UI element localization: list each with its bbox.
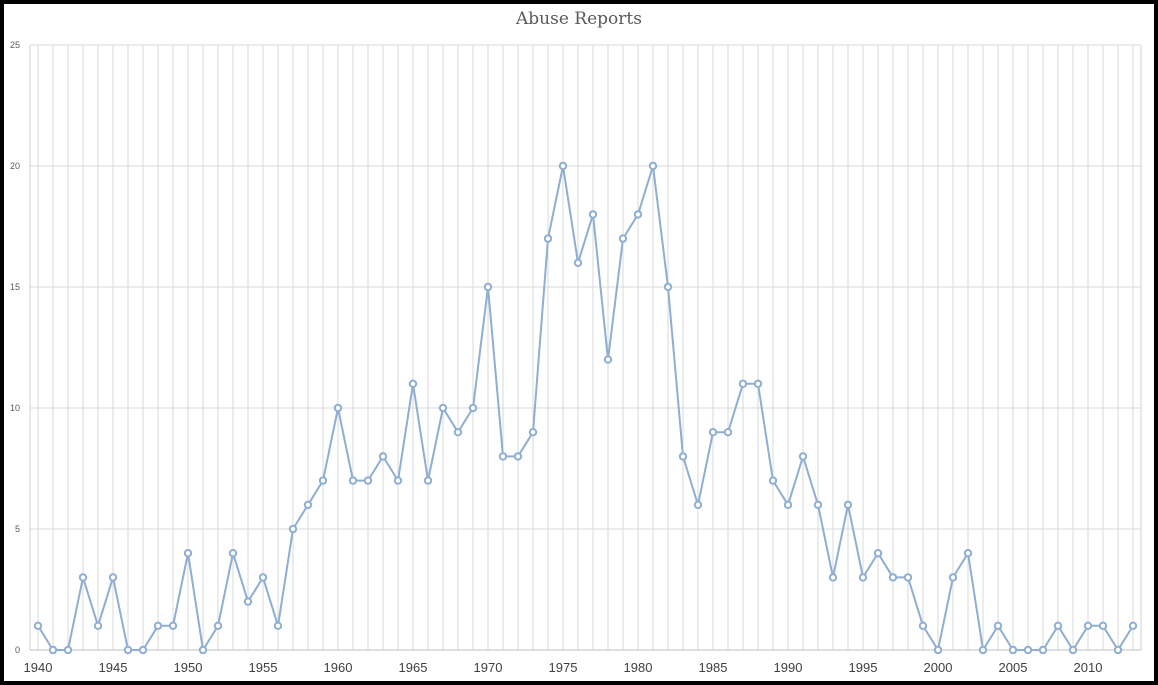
data-point	[153, 621, 163, 630]
data-point	[78, 573, 88, 582]
x-tick-label: 2005	[999, 660, 1028, 675]
data-point	[333, 403, 343, 413]
data-point	[303, 500, 313, 509]
data-point	[1008, 645, 1018, 655]
data-point	[663, 282, 673, 292]
data-point	[288, 524, 298, 534]
data-point	[48, 645, 58, 655]
data-point	[363, 476, 373, 485]
series-line	[37, 165, 1134, 651]
y-tick-label: 5	[15, 524, 20, 534]
x-tick-label: 1940	[24, 660, 53, 675]
chart-title: Abuse Reports	[516, 9, 642, 29]
data-point	[933, 645, 943, 655]
x-tick-label: 1995	[849, 660, 878, 675]
data-point	[903, 573, 913, 582]
y-tick-label: 25	[10, 40, 20, 50]
data-point	[963, 549, 973, 558]
data-point	[918, 621, 928, 630]
data-point	[798, 452, 808, 461]
data-point	[768, 476, 778, 485]
data-point	[33, 621, 43, 630]
data-point	[378, 452, 388, 461]
x-tick-label: 1990	[774, 660, 803, 675]
data-point	[138, 645, 148, 655]
data-point	[873, 549, 883, 558]
data-point	[528, 428, 538, 437]
data-point	[243, 597, 253, 606]
x-tick-label: 1965	[399, 660, 428, 675]
data-point	[123, 645, 133, 655]
data-point	[588, 210, 598, 219]
data-point	[453, 428, 463, 437]
data-point	[258, 573, 268, 582]
data-point	[858, 573, 868, 582]
x-tick-label: 1970	[474, 660, 503, 675]
y-tick-label: 15	[10, 282, 20, 292]
data-point	[63, 645, 73, 655]
x-tick-label: 1950	[174, 660, 203, 675]
data-point	[993, 621, 1003, 630]
data-point	[723, 428, 733, 437]
x-tick-label: 1980	[624, 660, 653, 675]
data-point	[438, 403, 448, 413]
x-tick-label: 1955	[249, 660, 278, 675]
data-point	[573, 258, 583, 267]
data-point	[978, 645, 988, 655]
x-tick-label: 1945	[99, 660, 128, 675]
data-point	[183, 549, 193, 558]
data-point	[888, 573, 898, 582]
data-point	[1038, 645, 1048, 655]
data-point	[783, 500, 793, 509]
data-point	[633, 210, 643, 219]
data-point	[213, 621, 223, 630]
data-point	[543, 234, 553, 243]
data-point	[813, 500, 823, 509]
x-tick-label: 1975	[549, 660, 578, 675]
x-tick-label: 2000	[924, 660, 953, 675]
data-point	[1128, 621, 1138, 630]
data-point	[603, 355, 613, 364]
data-point	[198, 645, 208, 655]
data-point	[648, 161, 658, 171]
data-point	[708, 428, 718, 437]
y-tick-label: 0	[15, 645, 20, 655]
x-tick-label: 2010	[1074, 660, 1103, 675]
data-point	[393, 476, 403, 485]
data-point	[468, 403, 478, 413]
data-point	[753, 379, 763, 388]
data-point	[513, 452, 523, 461]
data-point	[93, 621, 103, 630]
data-point	[498, 452, 508, 461]
data-point	[1023, 645, 1033, 655]
y-tick-label: 20	[10, 161, 20, 171]
data-point	[1053, 621, 1063, 630]
data-point	[483, 282, 493, 292]
x-tick-label: 1985	[699, 660, 728, 675]
data-point	[423, 476, 433, 485]
data-point	[738, 379, 748, 388]
y-tick-label: 10	[10, 403, 20, 413]
data-point	[1068, 645, 1078, 655]
data-point	[828, 573, 838, 582]
data-point	[348, 476, 358, 485]
data-point	[318, 476, 328, 485]
data-point	[693, 500, 703, 509]
data-point	[273, 621, 283, 630]
data-point	[678, 452, 688, 461]
data-point	[618, 234, 628, 243]
data-point	[558, 161, 568, 171]
data-point	[408, 379, 418, 388]
data-point	[1098, 621, 1108, 630]
data-point	[1113, 645, 1123, 655]
data-point	[1083, 621, 1093, 630]
data-point	[168, 621, 178, 630]
data-point	[843, 500, 853, 509]
data-point	[108, 573, 118, 582]
x-tick-label: 1960	[324, 660, 353, 675]
data-point	[228, 549, 238, 558]
data-point	[948, 573, 958, 582]
